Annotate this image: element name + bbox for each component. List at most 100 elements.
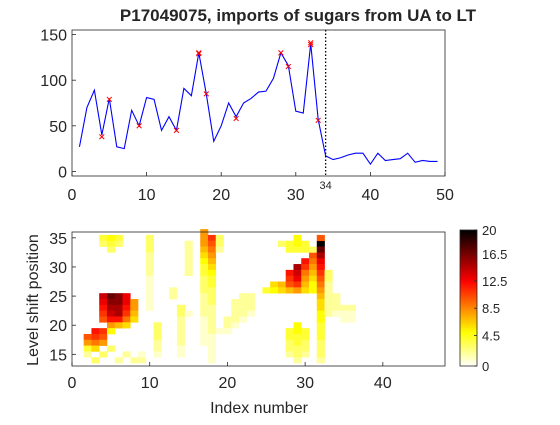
heatmap-cell (246, 310, 255, 317)
top-x-tick-label: 0 (68, 187, 77, 204)
heatmap-cell (316, 339, 325, 346)
heatmap-cell (285, 240, 294, 247)
heatmap-cell (246, 304, 255, 311)
heatmap-cell (207, 345, 217, 352)
heatmap-cell (293, 275, 302, 282)
heatmap-cell (340, 304, 349, 311)
colorbar-segment (460, 295, 477, 299)
heatmap-cell (176, 339, 185, 346)
marker-3 (173, 127, 180, 134)
colorbar-segment (460, 338, 477, 341)
heatmap-cell (316, 264, 325, 271)
colorbar-segment (460, 323, 477, 327)
heatmap-cell (309, 264, 318, 271)
heatmap-cell (340, 316, 349, 323)
colorbar-segment (460, 361, 477, 365)
heatmap-cell (316, 304, 325, 311)
heatmap-cell (332, 304, 341, 311)
heatmap-cell (200, 316, 209, 323)
heatmap-cell (99, 339, 108, 346)
heatmap-cell (262, 287, 271, 294)
heatmap-cell (293, 328, 302, 335)
heatmap-cell (83, 345, 92, 352)
heatmap-cell (223, 316, 232, 323)
top-x-tick-label: 20 (212, 187, 230, 204)
colorbar-segment (460, 302, 477, 305)
colorbar-segment (460, 244, 477, 248)
heatmap-cell (207, 299, 217, 306)
colorbar-segment (460, 264, 477, 267)
heatmap-y-tick-label: 30 (49, 260, 67, 277)
heatmap-cell (99, 240, 108, 247)
colorbar-segment (460, 300, 477, 303)
heatmap-y-axis-label: Level shift position (25, 234, 42, 366)
heatmap-x-tick-label: 30 (296, 375, 314, 392)
colorbar-segment (460, 247, 477, 250)
heatmap-cell (309, 252, 318, 259)
heatmap-cell (207, 357, 217, 364)
heatmap-cell (130, 316, 139, 323)
heatmap-cell (130, 299, 139, 306)
colorbar-segment (460, 276, 477, 280)
heatmap-cell (145, 240, 154, 247)
heatmap-cell (207, 281, 217, 288)
heatmap-cell (200, 252, 209, 259)
heatmap-cell (207, 269, 217, 276)
colorbar-segment (460, 238, 477, 242)
heatmap-cell (153, 339, 162, 346)
heatmap-cell (145, 258, 154, 265)
colorbar-segment (460, 321, 477, 324)
heatmap-cell (285, 246, 294, 253)
heatmap-cell (316, 316, 325, 323)
heatmap-cell (106, 304, 116, 311)
heatmap-cell (347, 304, 356, 311)
heatmap-cell (324, 275, 333, 282)
heatmap-cell (324, 287, 333, 294)
heatmap-cell (200, 310, 209, 317)
marker-4 (196, 50, 202, 56)
heatmap-cell (145, 281, 154, 288)
heatmap-cell (301, 333, 310, 341)
heatmap-cell (106, 328, 116, 335)
heatmap-cell (91, 357, 100, 364)
colorbar-frame (459, 229, 478, 367)
heatmap-cell (114, 357, 123, 364)
heatmap-cell (200, 246, 209, 253)
heatmap-cell (301, 258, 310, 265)
colorbar-segment (460, 353, 477, 356)
heatmap-cell (270, 287, 279, 294)
marker-2 (136, 123, 142, 129)
heatmap-cell (145, 293, 154, 300)
heatmap-cell (293, 333, 302, 341)
heatmap-cell (285, 345, 294, 352)
heatmap-cell (332, 299, 341, 306)
colorbar-segment (460, 355, 477, 358)
heatmap-cell (309, 287, 318, 294)
heatmap-cell (309, 246, 318, 253)
heatmap-cell (106, 240, 116, 247)
colorbar-segment (460, 291, 477, 295)
heatmap-cell (223, 328, 232, 335)
heatmap-cell (285, 351, 294, 358)
colorbar-segment (460, 344, 477, 348)
heatmap-cell (347, 310, 356, 317)
heatmap-cell (184, 269, 193, 276)
colorbar-segment (460, 327, 477, 331)
colorbar-segment (460, 240, 477, 244)
heatmap-cell (106, 299, 116, 306)
colorbar-segment (460, 251, 477, 254)
heatmap-cell (293, 351, 302, 358)
heatmap-cell (130, 310, 139, 317)
top-plot-area (72, 30, 445, 176)
marker-9 (285, 63, 292, 70)
marker-12 (315, 117, 321, 124)
marker-8 (278, 50, 284, 56)
heatmap-cell (324, 310, 333, 317)
heatmap-cell (138, 351, 147, 358)
colorbar-segment (460, 342, 477, 346)
heatmap-cell (114, 322, 123, 329)
heatmap-cell (293, 240, 302, 247)
heatmap-cell (176, 322, 185, 329)
heatmap-cell (207, 275, 217, 282)
